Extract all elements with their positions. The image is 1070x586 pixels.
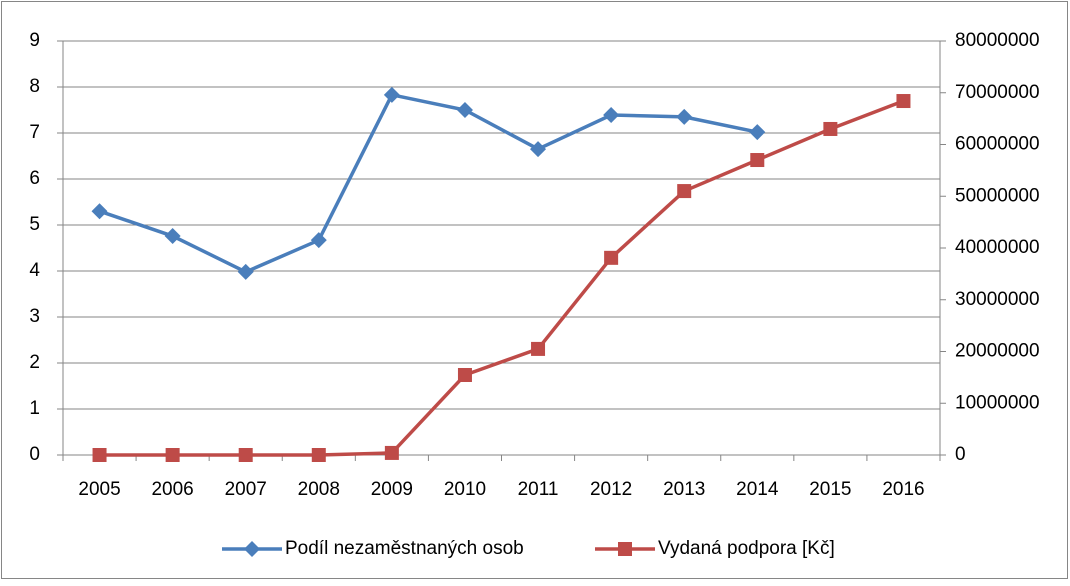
data-point (823, 121, 838, 136)
data-point (164, 228, 181, 245)
y2-tick-label: 10000000 (955, 392, 1040, 413)
data-point (238, 448, 253, 462)
y-tick-label: 1 (29, 398, 40, 419)
y2-tick-label: 20000000 (955, 341, 1040, 362)
x-tick-label: 2013 (663, 479, 705, 500)
y2-tick-label: 0 (955, 444, 966, 465)
y2-tick-label: 70000000 (955, 82, 1040, 103)
data-point (676, 108, 693, 125)
x-tick-label: 2014 (736, 479, 779, 500)
y2-tick-label: 60000000 (955, 134, 1040, 155)
y2-tick-label: 80000000 (955, 30, 1040, 51)
y-tick-label: 7 (29, 122, 40, 143)
legend-marker (244, 541, 260, 557)
data-point (311, 448, 326, 462)
data-point (750, 153, 765, 168)
series-line (98, 92, 758, 274)
y-tick-label: 5 (29, 214, 40, 235)
y2-tick-label: 30000000 (955, 289, 1040, 310)
legend-label: Podíl nezaměstnaných osob (285, 538, 524, 559)
y2-tick-label: 40000000 (955, 237, 1040, 258)
data-point (749, 124, 766, 141)
data-point (92, 448, 107, 462)
data-point (530, 141, 547, 158)
y-tick-label: 3 (29, 306, 40, 327)
legend-marker (618, 542, 632, 556)
y-tick-label: 9 (29, 30, 40, 51)
data-point (165, 448, 180, 462)
x-tick-label: 2007 (225, 479, 267, 500)
data-point (237, 263, 254, 280)
data-point (604, 250, 619, 265)
y-tick-label: 6 (29, 168, 40, 189)
x-tick-label: 2015 (809, 479, 851, 500)
series-line (99, 99, 905, 457)
x-tick-label: 2006 (151, 479, 193, 500)
x-tick-label: 2010 (444, 479, 486, 500)
x-tick-label: 2008 (298, 479, 340, 500)
data-point (91, 203, 108, 220)
legend-label: Vydaná podpora [Kč] (658, 538, 835, 559)
y-tick-label: 4 (29, 260, 40, 281)
x-tick-label: 2009 (371, 479, 413, 500)
y-tick-label: 2 (29, 352, 40, 373)
data-point (677, 184, 692, 199)
data-point (603, 107, 620, 124)
x-tick-label: 2016 (882, 479, 924, 500)
data-point (310, 232, 327, 249)
y-tick-label: 0 (29, 444, 40, 465)
data-point (457, 367, 472, 382)
data-point (384, 445, 399, 460)
data-point (456, 102, 473, 118)
x-tick-label: 2012 (590, 479, 632, 500)
y-tick-label: 8 (29, 76, 40, 97)
x-tick-label: 2011 (518, 479, 559, 500)
data-point (531, 341, 546, 356)
y2-tick-label: 50000000 (955, 185, 1040, 206)
data-point (383, 86, 400, 103)
x-tick-label: 2005 (78, 479, 120, 500)
data-point (896, 94, 911, 109)
